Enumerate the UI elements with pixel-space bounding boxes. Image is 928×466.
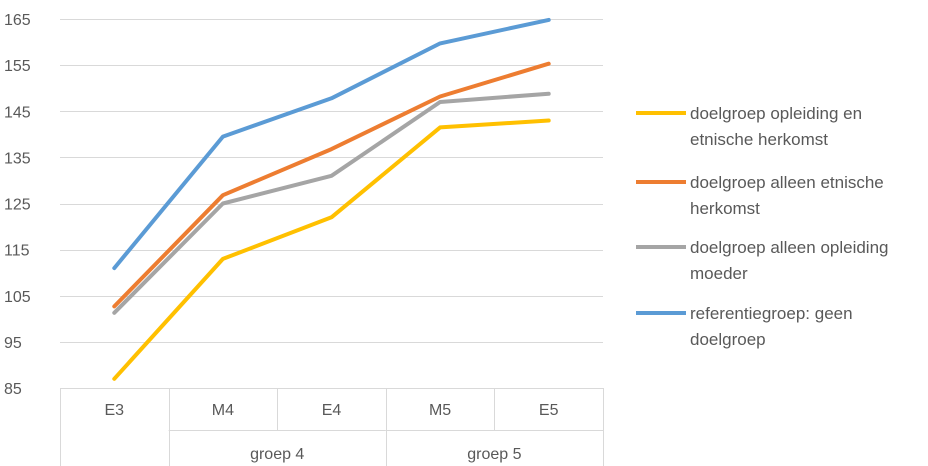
gridlines: [60, 20, 603, 343]
x-group-label: groep 5: [467, 446, 521, 463]
y-tick-label: 165: [4, 12, 31, 29]
legend-label: etnische herkomst: [690, 130, 828, 149]
legend-label: doelgroep alleen opleiding: [690, 238, 889, 257]
series-lines: [114, 20, 548, 379]
x-axis-ticks: E3 M4 E4 M5 E5 groep 4 groep 5: [105, 402, 559, 463]
y-tick-label: 85: [4, 381, 22, 398]
legend: doelgroep opleiding en etnische herkomst d…: [636, 104, 889, 349]
y-tick-label: 145: [4, 104, 31, 121]
x-group-label: groep 4: [250, 446, 304, 463]
y-tick-label: 115: [4, 243, 30, 260]
x-tick-label: M5: [429, 402, 451, 419]
legend-label: doelgroep alleen etnische: [690, 173, 884, 192]
legend-label: herkomst: [690, 199, 760, 218]
x-tick-label: E4: [322, 402, 342, 419]
x-tick-label: M4: [212, 402, 234, 419]
x-tick-label: E5: [539, 402, 559, 419]
legend-label: referentiegroep: geen: [690, 304, 853, 323]
y-tick-label: 125: [4, 197, 31, 214]
y-axis-ticks: 85 95 105 115 125 135 145 155 165: [4, 12, 31, 398]
legend-label: doelgroep: [690, 330, 766, 349]
y-tick-label: 155: [4, 58, 31, 75]
x-tick-label: E3: [105, 402, 125, 419]
y-tick-label: 105: [4, 289, 31, 306]
legend-label: doelgroep opleiding en: [690, 104, 862, 123]
axes: [60, 388, 604, 466]
legend-label: moeder: [690, 264, 748, 283]
y-tick-label: 95: [4, 335, 22, 352]
y-tick-label: 135: [4, 150, 31, 167]
series-line: [114, 20, 548, 268]
